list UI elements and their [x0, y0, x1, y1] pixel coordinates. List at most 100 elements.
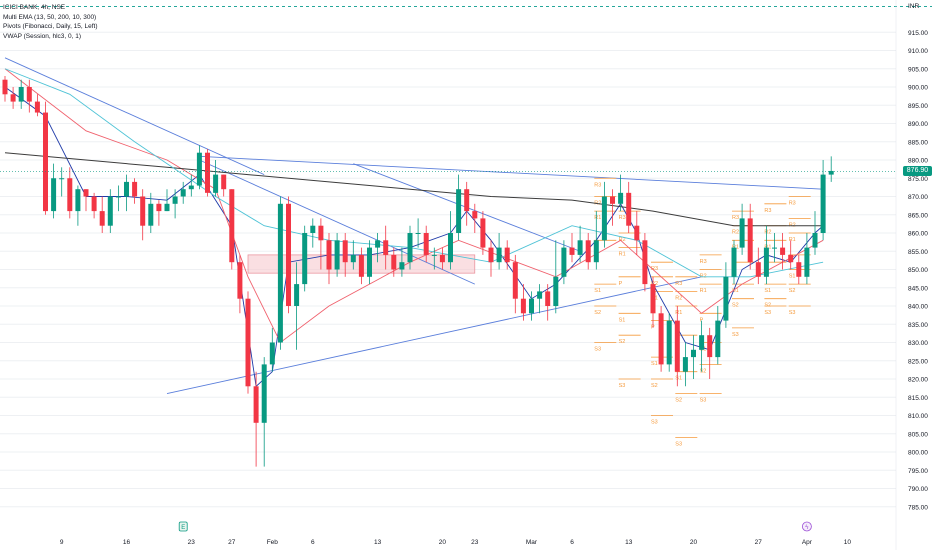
candle-body: [699, 335, 705, 350]
pivot-label: R2: [675, 295, 682, 301]
candle-body: [812, 233, 818, 248]
candle-body: [496, 247, 502, 263]
candle-body: [634, 225, 640, 241]
candle-body: [213, 174, 219, 193]
candle-body: [205, 152, 210, 193]
candle-body: [342, 240, 348, 263]
candle-body: [407, 233, 413, 263]
candle-body: [221, 174, 227, 190]
pivot-label: S1: [675, 376, 682, 382]
pivot-label: S3: [789, 310, 796, 316]
candle-body: [682, 357, 688, 372]
y-tick-label: 870.00: [908, 194, 928, 201]
candle-body: [666, 320, 672, 365]
svg-text:ϟ: ϟ: [805, 525, 809, 531]
ema200-line: [4, 152, 824, 227]
candle-body: [537, 291, 543, 299]
y-tick-label: 895.00: [908, 103, 928, 110]
pivot-label: S2: [651, 383, 658, 389]
pivot-label: R3: [764, 208, 771, 214]
y-tick-label: 860.00: [908, 231, 928, 238]
candle-body: [658, 313, 664, 365]
candle-body: [67, 178, 73, 212]
svg-text:E: E: [181, 525, 185, 531]
x-tick-label: Apr: [802, 539, 813, 546]
pivot-label: R3: [651, 266, 658, 272]
indicator-ema[interactable]: Multi EMA (13, 50, 200, 10, 300): [3, 13, 97, 21]
pivot-label: S1: [619, 317, 626, 323]
candle-body: [755, 262, 761, 277]
y-tick-label: 800.00: [908, 450, 928, 457]
candle-body: [828, 170, 834, 175]
pivot-label: R1: [619, 252, 626, 258]
y-tick-label: 790.00: [908, 486, 928, 493]
x-tick-label: 13: [625, 539, 633, 546]
candle-body: [423, 233, 429, 255]
candle-body: [124, 181, 129, 197]
candle-body: [318, 225, 324, 241]
x-tick-label: 23: [188, 539, 196, 546]
candle-body: [245, 298, 251, 387]
candle-body: [731, 247, 737, 277]
pivot-label: R3: [675, 281, 682, 287]
indicator-vwap[interactable]: VWAP (Session, hlc3, 0, 1): [3, 32, 82, 40]
candle-body: [10, 94, 16, 102]
indicator-pivots[interactable]: Pivots (Fibonacci, Daily, 15, Left): [3, 23, 98, 31]
x-tick-label: 16: [123, 539, 131, 546]
candle-body: [618, 192, 624, 204]
pivot-label: R1: [732, 244, 739, 250]
candle-body: [480, 218, 486, 248]
pivot-label: P: [619, 281, 623, 287]
candle-body: [593, 240, 599, 263]
candle-body: [399, 262, 405, 270]
candle-body: [772, 247, 777, 249]
candle-body: [18, 87, 24, 102]
candle-body: [739, 218, 745, 248]
pivot-label: S2: [675, 398, 682, 404]
ema_cyan-line: [4, 68, 824, 278]
last-price-tag: 876.90: [903, 166, 932, 177]
pivot-label: S1: [651, 361, 658, 367]
candle-body: [277, 203, 283, 343]
candle-body: [26, 87, 32, 102]
y-tick-label: 830.00: [908, 340, 928, 347]
candle-body: [43, 112, 48, 212]
candle-body: [780, 247, 786, 255]
pivot-label: R2: [732, 230, 739, 236]
y-tick-label: 880.00: [908, 158, 928, 165]
candle-body: [358, 254, 364, 277]
y-tick-label: 785.00: [908, 504, 928, 511]
candle-body: [488, 247, 494, 263]
candle-body: [148, 203, 154, 226]
candle-body: [820, 174, 826, 233]
x-tick-label: 27: [755, 539, 763, 546]
candle-body: [164, 203, 170, 212]
candle-body: [415, 233, 421, 234]
x-tick-label: 20: [439, 539, 447, 546]
y-tick-label: 850.00: [908, 267, 928, 274]
candle-body: [763, 247, 769, 277]
candle-body: [472, 211, 478, 219]
y-tick-label: 885.00: [908, 139, 928, 146]
symbol-title[interactable]: ICICI BANK, 4h, NSE: [3, 4, 66, 11]
candle-body: [180, 189, 186, 197]
candle-body: [286, 203, 291, 306]
y-tick-label: 810.00: [908, 413, 928, 420]
pivot-label: S1: [764, 288, 771, 294]
y-tick-label: 825.00: [908, 358, 928, 365]
x-tick-label: 23: [471, 539, 479, 546]
pivot-label: S2: [594, 310, 601, 316]
y-tick-label: 890.00: [908, 121, 928, 128]
candle-body: [51, 178, 57, 212]
dividend-marker[interactable]: ϟ: [802, 521, 812, 532]
earnings-marker[interactable]: E: [178, 521, 188, 532]
candle-body: [326, 240, 332, 270]
pivot-label: S3: [619, 383, 626, 389]
y-tick-label: 900.00: [908, 85, 928, 92]
candle-body: [83, 189, 89, 197]
candle-body: [196, 152, 202, 186]
candle-body: [294, 284, 300, 306]
candle-body: [431, 254, 437, 256]
